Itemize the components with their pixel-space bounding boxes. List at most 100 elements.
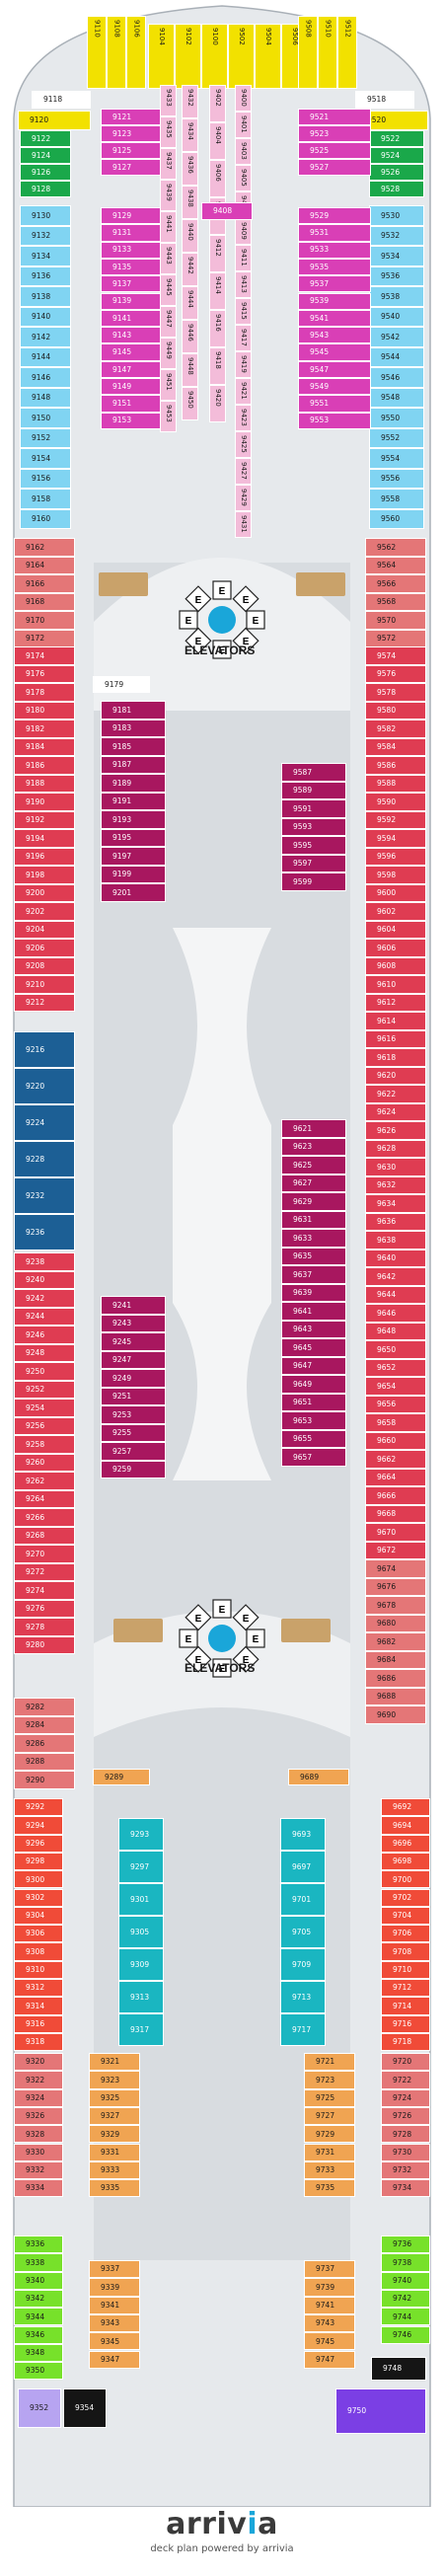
- cabin-9178[interactable]: 9178: [14, 683, 75, 702]
- cabin-9312[interactable]: 9312: [14, 1979, 63, 1998]
- cabin-9743[interactable]: 9743: [304, 2313, 355, 2333]
- cabin-9174[interactable]: 9174: [14, 646, 75, 665]
- cabin-9566[interactable]: 9566: [365, 574, 426, 593]
- cabin-9246[interactable]: 9246: [14, 1326, 75, 1344]
- cabin-9689[interactable]: 9689: [288, 1769, 349, 1785]
- cabin-9298[interactable]: 9298: [14, 1852, 63, 1871]
- cabin-9406[interactable]: 9406: [209, 160, 226, 197]
- cabin-9282[interactable]: 9282: [14, 1698, 75, 1716]
- cabin-9621[interactable]: 9621: [281, 1119, 346, 1138]
- cabin-9102[interactable]: 9102: [175, 24, 201, 89]
- cabin-9131[interactable]: 9131: [101, 224, 176, 242]
- cabin-9297[interactable]: 9297: [118, 1851, 164, 1883]
- cabin-9195[interactable]: 9195: [101, 828, 166, 847]
- cabin-9523[interactable]: 9523: [298, 125, 371, 142]
- cabin-9190[interactable]: 9190: [14, 793, 75, 811]
- cabin-9286[interactable]: 9286: [14, 1734, 75, 1753]
- cabin-9537[interactable]: 9537: [298, 275, 371, 293]
- cabin-9331[interactable]: 9331: [89, 2143, 140, 2161]
- cabin-9250[interactable]: 9250: [14, 1362, 75, 1381]
- cabin-9326[interactable]: 9326: [14, 2106, 63, 2126]
- cabin-9629[interactable]: 9629: [281, 1192, 346, 1211]
- cabin-9721[interactable]: 9721: [304, 2053, 355, 2072]
- cabin-9182[interactable]: 9182: [14, 720, 75, 738]
- cabin-9435[interactable]: 9435: [160, 116, 177, 148]
- cabin-9750[interactable]: 9750: [335, 2388, 426, 2434]
- cabin-9204[interactable]: 9204: [14, 920, 75, 939]
- cabin-9150[interactable]: 9150: [20, 408, 71, 428]
- cabin-9737[interactable]: 9737: [304, 2260, 355, 2279]
- cabin-9152[interactable]: 9152: [20, 427, 71, 448]
- cabin-9600[interactable]: 9600: [365, 883, 426, 902]
- cabin-9168[interactable]: 9168: [14, 592, 75, 611]
- cabin-9255[interactable]: 9255: [101, 1423, 166, 1442]
- cabin-9628[interactable]: 9628: [365, 1139, 426, 1158]
- cabin-9732[interactable]: 9732: [381, 2160, 430, 2180]
- cabin-9170[interactable]: 9170: [14, 611, 75, 630]
- cabin-9616[interactable]: 9616: [365, 1029, 426, 1048]
- cabin-9680[interactable]: 9680: [365, 1614, 426, 1632]
- cabin-9723[interactable]: 9723: [304, 2071, 355, 2089]
- cabin-9160[interactable]: 9160: [20, 508, 71, 529]
- cabin-9648[interactable]: 9648: [365, 1322, 426, 1340]
- cabin-9745[interactable]: 9745: [304, 2332, 355, 2351]
- cabin-9244[interactable]: 9244: [14, 1307, 75, 1326]
- cabin-9731[interactable]: 9731: [304, 2143, 355, 2161]
- cabin-9713[interactable]: 9713: [280, 1981, 326, 2013]
- cabin-9445[interactable]: 9445: [160, 274, 177, 306]
- cabin-9284[interactable]: 9284: [14, 1715, 75, 1734]
- cabin-9638[interactable]: 9638: [365, 1231, 426, 1250]
- cabin-9549[interactable]: 9549: [298, 378, 371, 396]
- cabin-9183[interactable]: 9183: [101, 719, 166, 737]
- cabin-9134[interactable]: 9134: [20, 246, 71, 266]
- cabin-9158[interactable]: 9158: [20, 489, 71, 509]
- cabin-9640[interactable]: 9640: [365, 1249, 426, 1267]
- cabin-9122[interactable]: 9122: [20, 130, 71, 147]
- cabin-9698[interactable]: 9698: [381, 1852, 430, 1871]
- cabin-9272[interactable]: 9272: [14, 1562, 75, 1581]
- cabin-9449[interactable]: 9449: [160, 338, 177, 369]
- cabin-9544[interactable]: 9544: [369, 346, 424, 367]
- cabin-9236[interactable]: 9236: [14, 1214, 75, 1250]
- cabin-9728[interactable]: 9728: [381, 2125, 430, 2144]
- cabin-9705[interactable]: 9705: [280, 1916, 326, 1948]
- cabin-9123[interactable]: 9123: [101, 125, 176, 142]
- cabin-9710[interactable]: 9710: [381, 1960, 430, 1979]
- cabin-9142[interactable]: 9142: [20, 327, 71, 347]
- cabin-9742[interactable]: 9742: [381, 2289, 430, 2309]
- cabin-9106[interactable]: 9106: [126, 16, 146, 89]
- cabin-9241[interactable]: 9241: [101, 1296, 166, 1315]
- cabin-9534[interactable]: 9534: [369, 246, 424, 266]
- cabin-9618[interactable]: 9618: [365, 1048, 426, 1067]
- cabin-9599[interactable]: 9599: [281, 872, 346, 891]
- cabin-9720[interactable]: 9720: [381, 2053, 430, 2072]
- cabin-9666[interactable]: 9666: [365, 1486, 426, 1505]
- cabin-9136[interactable]: 9136: [20, 265, 71, 286]
- cabin-9329[interactable]: 9329: [89, 2125, 140, 2144]
- cabin-9138[interactable]: 9138: [20, 286, 71, 307]
- cabin-9614[interactable]: 9614: [365, 1012, 426, 1030]
- cabin-9187[interactable]: 9187: [101, 755, 166, 774]
- cabin-9570[interactable]: 9570: [365, 611, 426, 630]
- cabin-9120[interactable]: 9120: [18, 111, 91, 130]
- cabin-9208[interactable]: 9208: [14, 956, 75, 975]
- cabin-9646[interactable]: 9646: [365, 1304, 426, 1323]
- cabin-9196[interactable]: 9196: [14, 847, 75, 866]
- cabin-9245[interactable]: 9245: [101, 1332, 166, 1351]
- cabin-9656[interactable]: 9656: [365, 1395, 426, 1413]
- cabin-9634[interactable]: 9634: [365, 1194, 426, 1213]
- cabin-9417[interactable]: 9417: [235, 325, 252, 351]
- cabin-9128[interactable]: 9128: [20, 181, 71, 197]
- cabin-9604[interactable]: 9604: [365, 920, 426, 939]
- cabin-9450[interactable]: 9450: [182, 387, 198, 420]
- cabin-9602[interactable]: 9602: [365, 902, 426, 921]
- cabin-9144[interactable]: 9144: [20, 346, 71, 367]
- cabin-9521[interactable]: 9521: [298, 109, 371, 125]
- cabin-9199[interactable]: 9199: [101, 865, 166, 883]
- cabin-9330[interactable]: 9330: [14, 2143, 63, 2161]
- cabin-9180[interactable]: 9180: [14, 701, 75, 720]
- cabin-9216[interactable]: 9216: [14, 1031, 75, 1068]
- cabin-9304[interactable]: 9304: [14, 1906, 63, 1926]
- cabin-9314[interactable]: 9314: [14, 1997, 63, 2015]
- cabin-9660[interactable]: 9660: [365, 1431, 426, 1450]
